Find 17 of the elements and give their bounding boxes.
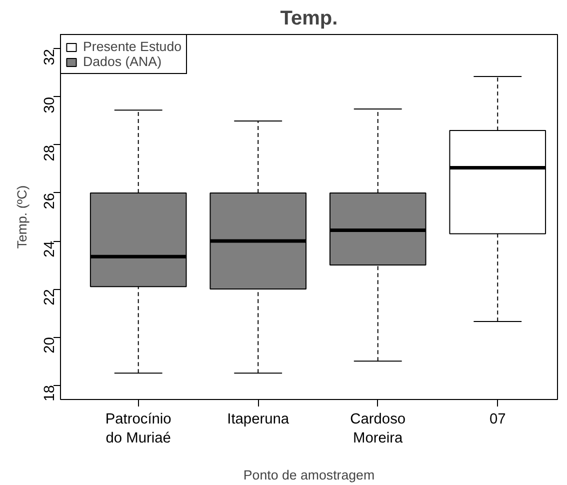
x-axis-title: Ponto de amostragem xyxy=(243,468,375,483)
y-tick-label: 24 xyxy=(42,241,58,258)
x-tick-label: 07 xyxy=(489,412,506,428)
chart-title: Temp. xyxy=(280,8,338,30)
y-tick-label: 32 xyxy=(42,48,58,66)
y-tick-label: 28 xyxy=(42,144,58,162)
x-tick-label: Cardoso Moreira xyxy=(350,412,406,447)
x-tick-label: Itaperuna xyxy=(227,412,290,428)
y-tick-label: 18 xyxy=(42,385,58,402)
y-tick-label: 30 xyxy=(42,96,58,114)
legend-label: Presente Estudo xyxy=(83,39,182,54)
y-tick-label: 20 xyxy=(42,337,58,354)
y-axis-title: Temp. (ºC) xyxy=(14,185,30,249)
legend-label: Dados (ANA) xyxy=(83,54,162,69)
y-tick-label: 26 xyxy=(42,192,58,210)
y-tick-label: 22 xyxy=(42,289,58,306)
x-tick-label: Patrocínio do Muriaé xyxy=(105,412,172,447)
